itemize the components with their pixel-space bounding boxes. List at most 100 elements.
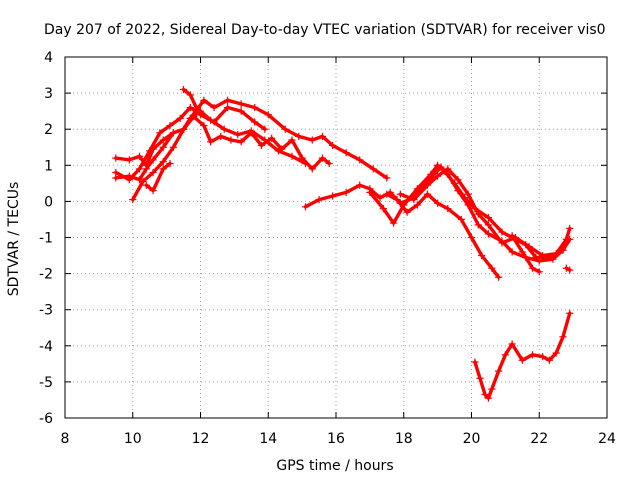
data-point (444, 205, 452, 213)
data-point (166, 121, 174, 130)
y-tick-label: 4 (44, 50, 53, 66)
data-point (129, 195, 137, 204)
data-point (549, 255, 557, 263)
data-point (464, 201, 472, 209)
series-track-9 (396, 165, 570, 260)
data-point (139, 177, 147, 186)
x-axis-label: GPS time / hours (276, 458, 393, 474)
data-point (476, 374, 484, 382)
data-point (410, 195, 418, 204)
data-point (488, 385, 496, 393)
data-point (484, 394, 493, 402)
data-point (471, 358, 479, 366)
data-point (474, 221, 482, 229)
data-point (478, 251, 486, 260)
data-point (149, 186, 157, 195)
data-point (356, 181, 364, 189)
data-point (393, 195, 401, 204)
series-line (510, 233, 541, 274)
data-point (281, 125, 289, 133)
gridlines (65, 57, 607, 418)
data-point (264, 111, 272, 119)
series-track-2 (112, 96, 391, 182)
x-tick-label: 16 (327, 431, 345, 447)
series-track-6 (179, 85, 201, 113)
data-point (227, 136, 235, 144)
data-point (224, 96, 232, 104)
data-point (467, 233, 476, 242)
series-line (473, 311, 572, 400)
data-point (528, 351, 537, 359)
data-point (366, 188, 374, 196)
x-tick-label: 10 (124, 431, 142, 447)
data-point (396, 190, 404, 198)
data-point (535, 268, 543, 276)
data-point (484, 230, 493, 238)
data-point (159, 158, 167, 166)
data-point (237, 138, 245, 146)
x-tick-label: 12 (192, 431, 210, 447)
data-point (518, 356, 526, 364)
data-point (434, 161, 442, 169)
y-tick-label: 1 (44, 158, 53, 174)
data-point (488, 264, 496, 272)
y-tick-labels: 4 3 2 1 0 -1 -2 -3 -4 -5 -6 (39, 50, 53, 427)
data-point (329, 141, 337, 150)
data-point (217, 132, 225, 141)
series-track-13 (471, 309, 574, 402)
data-point (481, 390, 489, 399)
data-point (535, 257, 543, 265)
data-point (552, 250, 560, 258)
x-tick-label: 8 (61, 431, 70, 447)
data-point (389, 219, 398, 227)
data-point (135, 165, 144, 173)
data-point (125, 156, 133, 164)
data-point (166, 159, 174, 168)
data-point (159, 143, 167, 151)
x-tick-label: 18 (395, 431, 413, 447)
data-point (464, 190, 472, 198)
data-point (508, 248, 516, 256)
data-point (559, 333, 567, 341)
data-point (169, 143, 177, 151)
data-point (295, 132, 303, 141)
data-point (403, 208, 411, 216)
series-line (114, 98, 389, 180)
data-point (112, 174, 120, 182)
data-point (539, 353, 547, 361)
data-point (383, 190, 391, 198)
data-point (224, 103, 232, 112)
y-axis-label: SDTVAR / TECUs (6, 182, 22, 297)
data-point (142, 165, 150, 173)
data-point (562, 235, 570, 243)
data-point (444, 165, 452, 173)
data-point (434, 172, 442, 180)
data-point (325, 159, 333, 168)
data-point (474, 210, 482, 218)
data-point (251, 118, 259, 126)
chart-title: Day 207 of 2022, Sidereal Day-to-day VTE… (44, 22, 606, 38)
series-line (303, 165, 572, 260)
series-track-10 (383, 190, 503, 281)
data-point (149, 156, 157, 164)
data-point (318, 154, 327, 162)
x-tick-label: 14 (259, 431, 277, 447)
data-point (301, 159, 310, 168)
data-point (261, 125, 269, 133)
y-tick-label: -3 (39, 303, 53, 319)
data-point (112, 154, 120, 162)
data-point (383, 174, 391, 182)
data-point (566, 309, 574, 317)
data-point (498, 228, 506, 236)
data-point (379, 205, 388, 213)
data-point (342, 188, 350, 196)
data-point (423, 190, 432, 198)
y-tick-label: 0 (44, 194, 53, 210)
x-tick-label: 24 (598, 431, 616, 447)
data-point (268, 134, 276, 142)
data-point (315, 195, 323, 204)
axis-ticks (64, 56, 608, 419)
data-point (342, 149, 350, 157)
y-tick-label: 2 (44, 122, 53, 138)
